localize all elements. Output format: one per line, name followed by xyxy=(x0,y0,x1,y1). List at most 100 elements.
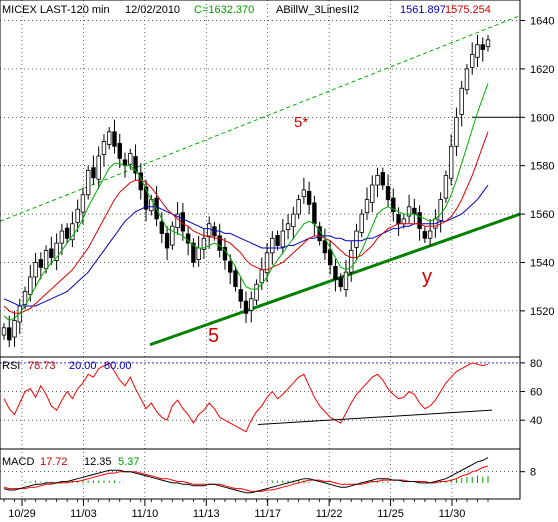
price-tick-label: 1640 xyxy=(530,16,554,28)
candle xyxy=(480,37,485,62)
price-candles xyxy=(1,35,491,348)
candle xyxy=(217,223,222,258)
macd-hist-value: 5.37 xyxy=(118,456,139,468)
ma-slow-line xyxy=(3,184,489,307)
candle-body xyxy=(180,212,186,232)
candle-body xyxy=(422,231,428,239)
candle xyxy=(64,223,70,244)
candle-body xyxy=(59,230,65,244)
x-axis: 10/29 11/03 11/10 11/13 11/17 11/22 11/25 11/30 xyxy=(3,499,489,520)
price-tick-label: 1520 xyxy=(530,306,554,318)
candle xyxy=(222,237,228,270)
rsi-tick-label: 60 xyxy=(530,387,542,399)
candle-body xyxy=(254,283,259,301)
candle-body xyxy=(291,213,296,228)
ma-mid-line xyxy=(3,131,489,314)
candle-body xyxy=(354,230,359,248)
candle-body xyxy=(459,87,464,115)
candle-body xyxy=(270,237,275,254)
candle-body xyxy=(80,194,86,213)
price-panel: 1520 1540 1560 1580 1600 1620 1640 xyxy=(0,0,554,499)
candle-body xyxy=(222,247,228,261)
wave-y-label: y xyxy=(422,266,432,288)
candle-body xyxy=(196,247,201,260)
candle xyxy=(159,212,165,244)
candle-body xyxy=(380,172,385,186)
candle-body xyxy=(12,320,17,338)
candle-body xyxy=(91,167,96,179)
candle-body xyxy=(264,252,270,274)
close-label: C=1632.370 xyxy=(194,4,254,16)
candle-body xyxy=(259,269,264,284)
candle xyxy=(385,174,391,207)
candle xyxy=(233,265,238,292)
candle-body xyxy=(22,291,28,305)
candle-body xyxy=(128,153,133,165)
candle-body xyxy=(480,44,485,50)
candle xyxy=(338,273,343,292)
candle xyxy=(75,199,80,232)
candle-body xyxy=(391,197,396,213)
candle-body xyxy=(275,234,280,246)
candle-body xyxy=(159,221,165,234)
candle xyxy=(201,228,207,260)
candle-body xyxy=(349,249,354,273)
candle xyxy=(380,167,385,190)
rsi-high: 80.00 xyxy=(104,360,132,372)
candle xyxy=(391,188,396,222)
candle xyxy=(285,214,291,240)
candle-body xyxy=(343,271,349,290)
ma-fast-line xyxy=(3,83,489,322)
candle xyxy=(1,322,7,340)
wave-5-star-label: 5* xyxy=(294,114,308,131)
candle xyxy=(343,260,349,297)
candle-body xyxy=(412,207,417,215)
candle xyxy=(85,165,91,200)
x-tick-label: 10/29 xyxy=(8,508,36,520)
candle xyxy=(375,168,380,198)
candle-body xyxy=(170,225,175,246)
candle xyxy=(101,134,107,167)
candle-body xyxy=(228,261,233,273)
candle xyxy=(70,211,75,247)
x-tick-label: 11/03 xyxy=(70,508,97,520)
candle xyxy=(349,240,354,282)
indicator-value-1: 1561.897 xyxy=(400,4,446,16)
candle-body xyxy=(217,235,222,251)
macd-signal-value: 12.35 xyxy=(84,456,112,468)
candle-body xyxy=(49,248,54,259)
candle-body xyxy=(243,300,249,314)
candle-body xyxy=(312,202,317,225)
candle-body xyxy=(164,233,170,249)
candle xyxy=(133,144,138,181)
candle xyxy=(417,205,422,241)
rsi-tick-label: 80 xyxy=(530,358,542,370)
candle-body xyxy=(406,206,412,217)
candle xyxy=(306,181,312,215)
candle-body xyxy=(333,265,338,280)
candle-body xyxy=(43,249,49,270)
rsi-tick-label: 40 xyxy=(530,415,542,427)
symbol-label: MICEX LAST-120 min xyxy=(2,4,110,16)
candle-body xyxy=(485,39,491,48)
candle xyxy=(406,194,412,224)
x-tick-label: 11/10 xyxy=(131,508,158,520)
candle-body xyxy=(191,242,196,263)
candle xyxy=(164,226,170,261)
candle xyxy=(249,291,254,323)
candle-body xyxy=(64,227,70,239)
macd-panel: 8 xyxy=(0,448,536,500)
candle-body xyxy=(427,230,433,239)
candle-body xyxy=(338,277,343,288)
rsi-value: 78.73 xyxy=(28,360,56,372)
candle xyxy=(296,194,301,219)
candle-body xyxy=(101,141,107,155)
candle xyxy=(170,221,175,250)
candle xyxy=(327,240,333,275)
candle xyxy=(422,226,428,244)
candle-body xyxy=(417,212,422,230)
candle xyxy=(333,259,338,292)
candle xyxy=(459,81,464,127)
candle-body xyxy=(233,270,238,288)
candle xyxy=(291,206,296,239)
